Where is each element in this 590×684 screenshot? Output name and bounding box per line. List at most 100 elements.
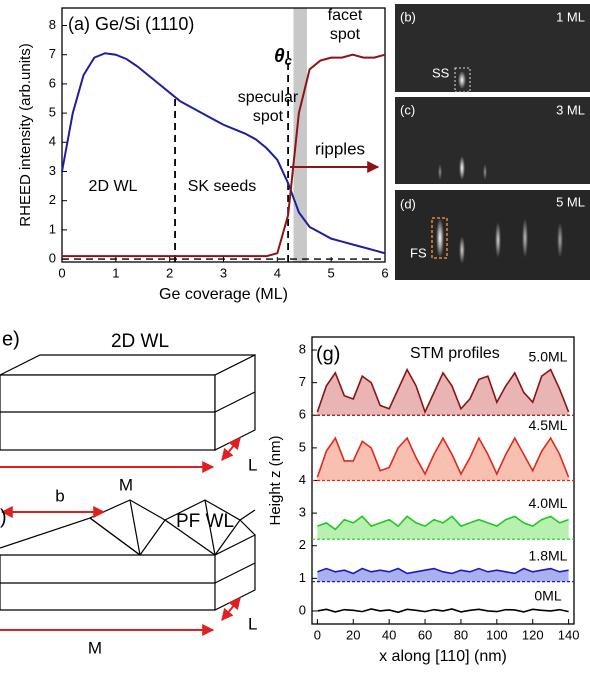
profile-fill (317, 516, 569, 540)
profile-label: 1.8ML (529, 547, 568, 563)
image-label: (d) (400, 196, 416, 211)
top-face (0, 354, 256, 376)
y-tick-label: 0 (49, 251, 56, 266)
y-tick-label: 8 (49, 17, 56, 32)
plot-frame (61, 7, 386, 263)
profile-fill (317, 369, 569, 416)
profile-label: 5.0ML (529, 348, 568, 364)
y-tick-label: 5 (299, 439, 306, 454)
y-tick-label: 6 (49, 75, 56, 90)
image-label: (c) (400, 102, 415, 117)
panel-label: e) (2, 328, 20, 350)
y-tick-label: 7 (49, 46, 56, 61)
y-tick-label: 2 (49, 192, 56, 207)
chart-title: (a) Ge/Si (1110) (68, 14, 194, 34)
image-coverage: 3 ML (556, 102, 585, 117)
image-b (395, 4, 590, 92)
streak (495, 222, 501, 258)
profile-line (316, 436, 570, 478)
profile-line (317, 567, 569, 575)
dim-label: M (119, 475, 133, 494)
y-tick-label: 3 (299, 505, 306, 520)
diagram-pf-wl: ) b PF WL M L (0, 486, 257, 657)
fs-box (431, 217, 448, 259)
y-tick-label: 5 (49, 105, 56, 120)
profile-line (316, 367, 570, 415)
chart-title: (g) (316, 343, 340, 365)
image-c (395, 97, 590, 184)
diagram-title: 2D WL (111, 331, 169, 352)
dim-label: L (248, 614, 257, 633)
x-tick-label: 0 (314, 627, 321, 642)
x-tick-label: 100 (486, 627, 508, 642)
dim-label: M (88, 638, 102, 657)
theta-label: θc (274, 46, 293, 68)
panel-label: ) (0, 506, 7, 528)
data-line (62, 53, 386, 258)
x-tick-label: 80 (454, 627, 468, 642)
y-tick-label: 1 (299, 570, 306, 585)
plot: 0 1 2 3 4 5 6 0 1 2 3 4 5 6 7 8 Ge coverage (ML) RHEED in… (17, 7, 389, 303)
profile-line (317, 515, 569, 531)
y-tick-label: 0 (299, 602, 306, 617)
arrow-l (221, 437, 241, 461)
profile-label: 0ML (534, 588, 561, 604)
facet (89, 517, 141, 556)
diagram-2d-wl: e) 2D WL M L (0, 328, 257, 494)
layer-line (214, 391, 256, 413)
x-axis-label: Ge coverage (ML) (159, 286, 288, 303)
plot: 0 20 40 60 80 100 120 140 0 1 2 3 4 5 6 7 8 x along [110]… (267, 336, 579, 665)
image-coverage: 1 ML (556, 9, 585, 24)
x-tick-label: 3 (220, 265, 227, 280)
y-tick-label: 7 (299, 374, 306, 389)
series-label: facet spot (328, 7, 363, 43)
image-spot: SS (432, 65, 450, 80)
facet (204, 499, 216, 556)
streak (522, 218, 528, 258)
profile-fill (317, 438, 569, 481)
annotation: 2D WL (89, 178, 138, 195)
x-tick-label: 120 (522, 627, 544, 642)
layer-line (214, 562, 256, 584)
y-tick-label: 8 (299, 341, 306, 356)
spot (458, 71, 466, 89)
facet (129, 499, 141, 556)
image-spot: FS (410, 245, 427, 260)
rheed-images: (b) 1 ML SS (c) 3 ML (d) 5 ML FS (395, 4, 590, 280)
y-tick-label: 1 (49, 221, 56, 236)
x-tick-label: 6 (381, 265, 388, 280)
x-axis-label: x along [110] (nm) (379, 648, 507, 665)
critical-band (293, 8, 307, 262)
chart-subtitle: STM profiles (410, 345, 500, 362)
x-tick-label: 4 (274, 265, 281, 280)
image-coverage: 5 ML (556, 194, 585, 209)
streak (459, 156, 465, 180)
x-tick-label: 20 (346, 627, 360, 642)
annotation: ripples (315, 139, 365, 158)
y-axis-label: Height z (nm) (267, 435, 284, 525)
streak (438, 164, 442, 180)
arrow-l (221, 597, 241, 621)
x-tick-label: 60 (418, 627, 432, 642)
ss-box (454, 67, 471, 93)
y-tick-label: 4 (299, 472, 306, 487)
x-tick-label: 2 (166, 265, 173, 280)
x-tick-label: 5 (328, 265, 335, 280)
annotation: SK seeds (188, 178, 256, 195)
x-tick-label: 1 (112, 265, 119, 280)
streak (436, 218, 444, 258)
profile-line (317, 608, 569, 614)
y-axis-label: RHEED intensity (arb.units) (17, 43, 34, 226)
streak (483, 164, 487, 180)
y-tick-label: 3 (49, 163, 56, 178)
dim-label: b (55, 486, 64, 505)
y-tick-label: 6 (299, 407, 306, 422)
dim-label: L (248, 455, 257, 474)
series-label: specular spot (238, 89, 299, 125)
streak (557, 222, 563, 258)
profile-label: 4.5ML (529, 417, 568, 433)
x-tick-label: 40 (382, 627, 396, 642)
y-tick-label: 4 (49, 134, 56, 149)
streak (459, 236, 465, 264)
